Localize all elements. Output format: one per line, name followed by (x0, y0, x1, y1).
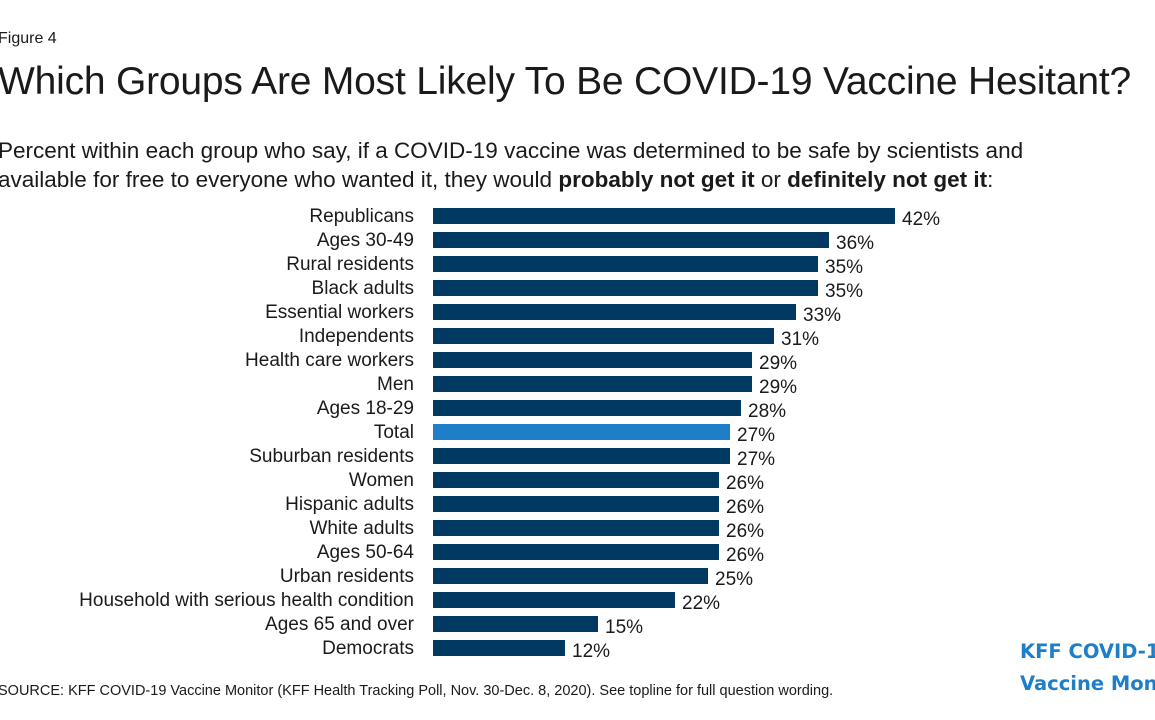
category-label-rural-residents: Rural residents (286, 254, 414, 275)
bar-essential-workers (433, 304, 796, 320)
value-label-total: 27% (737, 425, 775, 446)
bar-suburban-residents (433, 448, 730, 464)
bar-urban-residents (433, 568, 708, 584)
value-label-democrats: 12% (572, 641, 610, 662)
subtitle-text-end: : (987, 167, 994, 192)
category-label-ages-18-29: Ages 18-29 (317, 398, 414, 419)
value-label-rural-residents: 35% (825, 257, 863, 278)
bar-household-with-serious-health-condition (433, 592, 675, 608)
value-label-ages-18-29: 28% (748, 401, 786, 422)
category-label-suburban-residents: Suburban residents (249, 446, 414, 467)
bar-hispanic-adults (433, 496, 719, 512)
category-label-essential-workers: Essential workers (265, 302, 414, 323)
category-label-total: Total (374, 422, 414, 443)
bar-ages-65-and-over (433, 616, 598, 632)
kff-logo: KFF COVID-1 Vaccine Moni (1020, 636, 1155, 700)
value-label-republicans: 42% (902, 209, 940, 230)
category-label-independents: Independents (299, 326, 414, 347)
bar-health-care-workers (433, 352, 752, 368)
bar-democrats (433, 640, 565, 656)
bar-rural-residents (433, 256, 818, 272)
category-label-ages-30-49: Ages 30-49 (317, 230, 414, 251)
subtitle-line-1: Percent within each group who say, if a … (0, 138, 1024, 163)
subtitle-bold-probably: probably not get it (558, 167, 755, 192)
bar-women (433, 472, 719, 488)
category-label-white-adults: White adults (309, 518, 414, 539)
category-label-republicans: Republicans (309, 206, 414, 227)
category-label-ages-65-and-over: Ages 65 and over (265, 614, 415, 635)
value-label-hispanic-adults: 26% (726, 497, 764, 518)
subtitle-line-2: available for free to everyone who wante… (0, 165, 1148, 194)
value-label-urban-residents: 25% (715, 569, 753, 590)
bar-ages-30-49 (433, 232, 829, 248)
value-label-essential-workers: 33% (803, 305, 841, 326)
kff-logo-line-1: KFF COVID-1 (1020, 640, 1155, 663)
category-label-household-with-serious-health-condition: Household with serious health condition (79, 590, 414, 611)
chart-title: Which Groups Are Most Likely To Be COVID… (0, 60, 1132, 103)
value-label-independents: 31% (781, 329, 819, 350)
subtitle-text-a: available for free to everyone who wante… (0, 167, 559, 192)
value-label-ages-30-49: 36% (836, 233, 874, 254)
figure-label: Figure 4 (0, 30, 57, 47)
category-label-democrats: Democrats (322, 638, 414, 659)
value-label-health-care-workers: 29% (759, 353, 797, 374)
bar-white-adults (433, 520, 719, 536)
value-label-ages-65-and-over: 15% (605, 617, 643, 638)
chart-subtitle: Percent within each group who say, if a … (0, 136, 1148, 194)
value-label-suburban-residents: 27% (737, 449, 775, 470)
subtitle-text-or: or (754, 167, 788, 192)
bar-ages-50-64 (433, 544, 719, 560)
category-label-health-care-workers: Health care workers (245, 350, 414, 371)
value-label-household-with-serious-health-condition: 22% (682, 593, 720, 614)
bar-men (433, 376, 752, 392)
value-label-white-adults: 26% (726, 521, 764, 542)
kff-logo-line-2: Vaccine Moni (1020, 672, 1155, 695)
value-label-ages-50-64: 26% (726, 545, 764, 566)
category-label-ages-50-64: Ages 50-64 (317, 542, 415, 563)
bar-total (433, 424, 730, 440)
source-note: SOURCE: KFF COVID-19 Vaccine Monitor (KF… (0, 683, 834, 699)
bar-ages-18-29 (433, 400, 741, 416)
bar-chart: Republicans 42% Ages 30-49 36% Rural residen… (79, 206, 940, 662)
subtitle-bold-definitely: definitely not get it (787, 167, 988, 192)
bar-independents (433, 328, 774, 344)
value-label-women: 26% (726, 473, 764, 494)
category-label-hispanic-adults: Hispanic adults (285, 494, 414, 515)
category-label-women: Women (349, 470, 414, 491)
bar-black-adults (433, 280, 818, 296)
value-label-men: 29% (759, 377, 797, 398)
category-label-men: Men (377, 374, 414, 395)
category-label-black-adults: Black adults (312, 278, 414, 299)
value-label-black-adults: 35% (825, 281, 863, 302)
bar-republicans (433, 208, 895, 224)
category-label-urban-residents: Urban residents (280, 566, 414, 587)
